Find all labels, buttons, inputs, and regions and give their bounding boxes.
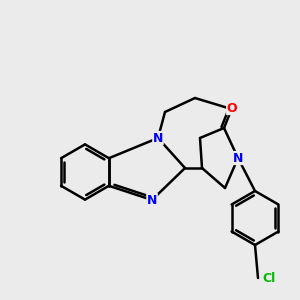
Text: Cl: Cl (262, 272, 276, 284)
Text: N: N (153, 131, 163, 145)
Text: N: N (147, 194, 157, 206)
Text: N: N (233, 152, 243, 164)
Text: O: O (227, 101, 237, 115)
